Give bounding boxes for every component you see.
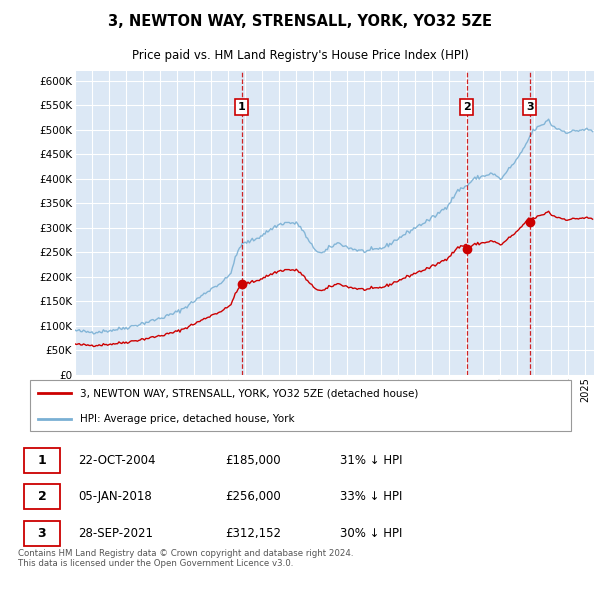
Text: 2: 2 bbox=[38, 490, 46, 503]
Text: 33% ↓ HPI: 33% ↓ HPI bbox=[340, 490, 403, 503]
Text: 30% ↓ HPI: 30% ↓ HPI bbox=[340, 527, 403, 540]
Text: 22-OCT-2004: 22-OCT-2004 bbox=[78, 454, 156, 467]
FancyBboxPatch shape bbox=[24, 484, 60, 509]
Text: £256,000: £256,000 bbox=[225, 490, 281, 503]
FancyBboxPatch shape bbox=[24, 521, 60, 546]
FancyBboxPatch shape bbox=[29, 380, 571, 431]
Text: 3: 3 bbox=[38, 527, 46, 540]
Text: Price paid vs. HM Land Registry's House Price Index (HPI): Price paid vs. HM Land Registry's House … bbox=[131, 49, 469, 62]
FancyBboxPatch shape bbox=[24, 448, 60, 473]
Text: 2: 2 bbox=[463, 102, 470, 112]
Text: 3, NEWTON WAY, STRENSALL, YORK, YO32 5ZE (detached house): 3, NEWTON WAY, STRENSALL, YORK, YO32 5ZE… bbox=[80, 388, 418, 398]
Text: 05-JAN-2018: 05-JAN-2018 bbox=[78, 490, 152, 503]
Text: £185,000: £185,000 bbox=[225, 454, 281, 467]
Text: 3, NEWTON WAY, STRENSALL, YORK, YO32 5ZE: 3, NEWTON WAY, STRENSALL, YORK, YO32 5ZE bbox=[108, 14, 492, 28]
Text: 3: 3 bbox=[526, 102, 533, 112]
Text: £312,152: £312,152 bbox=[225, 527, 281, 540]
Text: 1: 1 bbox=[38, 454, 46, 467]
Text: 1: 1 bbox=[238, 102, 245, 112]
Text: 31% ↓ HPI: 31% ↓ HPI bbox=[340, 454, 403, 467]
Text: 28-SEP-2021: 28-SEP-2021 bbox=[78, 527, 153, 540]
Text: Contains HM Land Registry data © Crown copyright and database right 2024.
This d: Contains HM Land Registry data © Crown c… bbox=[18, 549, 353, 568]
Text: HPI: Average price, detached house, York: HPI: Average price, detached house, York bbox=[80, 414, 295, 424]
